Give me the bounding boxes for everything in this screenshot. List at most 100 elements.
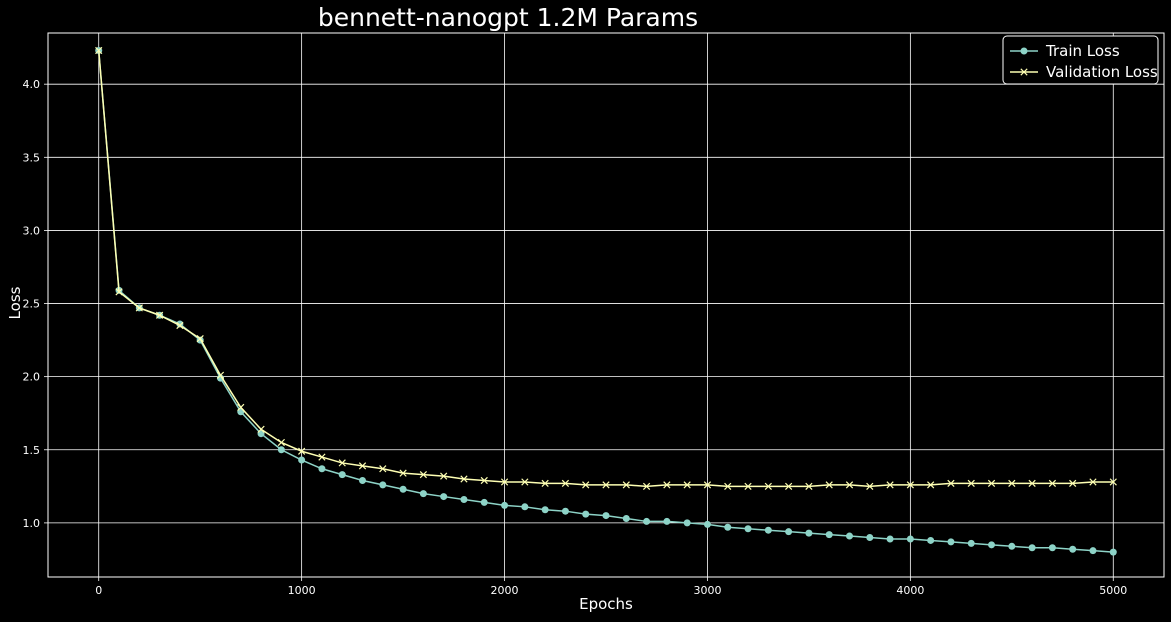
data-point (440, 472, 448, 480)
data-point (683, 481, 691, 489)
legend-train-marker (1020, 47, 1028, 55)
data-point (845, 481, 854, 489)
y-tick-label: 3.5 (23, 151, 41, 164)
data-point (338, 471, 346, 479)
data-point (784, 482, 793, 490)
data-point (724, 482, 732, 490)
data-point (622, 481, 630, 489)
data-point (967, 539, 975, 547)
data-point (135, 304, 143, 312)
data-point (1048, 544, 1056, 552)
x-tick-label: 4000 (896, 584, 924, 597)
data-point (541, 479, 549, 488)
data-point (1069, 545, 1077, 553)
series (95, 46, 1117, 556)
data-point (480, 498, 488, 506)
data-point (866, 482, 874, 490)
data-point (744, 525, 752, 533)
data-point (440, 493, 448, 501)
data-point (521, 503, 529, 511)
data-point (176, 321, 184, 330)
data-point (582, 510, 590, 518)
data-point (480, 476, 488, 485)
data-point (277, 446, 285, 454)
y-tick-label: 4.0 (23, 78, 41, 91)
data-point (257, 430, 265, 438)
data-point (318, 453, 326, 461)
data-point (115, 288, 123, 296)
data-point (947, 479, 955, 488)
data-point (419, 471, 428, 479)
legend-box (1002, 35, 1159, 85)
y-tick-label: 1.5 (23, 444, 41, 457)
legend: Train Loss Validation Loss (1002, 35, 1159, 85)
data-point (541, 506, 549, 514)
data-point (561, 507, 569, 515)
data-point (602, 481, 610, 489)
data-point (379, 465, 387, 473)
data-point (927, 536, 935, 544)
y-tick-label: 3.0 (23, 224, 41, 237)
data-point (724, 523, 732, 531)
data-point (663, 517, 671, 525)
data-point (825, 531, 833, 539)
data-point (1109, 478, 1117, 486)
data-point (298, 456, 306, 464)
data-point (805, 529, 813, 537)
legend-train-label: Train Loss (1045, 42, 1120, 60)
data-point (906, 535, 914, 543)
data-point (988, 541, 996, 549)
y-tick-label: 2.5 (23, 298, 41, 311)
data-point (379, 481, 387, 489)
legend-validation-marker (1020, 68, 1028, 76)
data-point (906, 481, 914, 489)
data-point (947, 538, 955, 546)
data-point (1008, 479, 1016, 488)
data-point (95, 46, 103, 55)
data-point (785, 528, 793, 536)
legend-validation-label: Validation Loss (1046, 63, 1158, 81)
plot-frame (47, 32, 1165, 578)
data-point (155, 311, 164, 319)
data-point (237, 403, 245, 411)
data-point (927, 481, 935, 489)
y-tick-label: 1.0 (23, 517, 41, 530)
data-point (216, 371, 225, 379)
data-point (1089, 478, 1097, 486)
data-point (643, 517, 651, 525)
data-point (886, 481, 894, 489)
data-point (764, 526, 772, 534)
data-point (1089, 547, 1097, 555)
data-point (703, 481, 712, 489)
data-point (460, 495, 468, 503)
x-tick-label: 3000 (693, 584, 721, 597)
data-point (703, 520, 711, 528)
x-tick-label: 1000 (288, 584, 316, 597)
data-point (825, 481, 833, 489)
data-point (399, 469, 407, 477)
data-point (683, 519, 691, 527)
y-tick-label: 2.0 (23, 371, 41, 384)
data-point (500, 478, 509, 486)
data-point (419, 490, 427, 498)
x-tick-label: 2000 (491, 584, 519, 597)
x-axis-ticks: 0 1000 2000 3000 4000 5000 (95, 577, 1127, 597)
data-point (298, 447, 306, 455)
data-point (866, 534, 874, 542)
data-point (460, 475, 468, 483)
data-point (338, 459, 346, 467)
x-axis-label: Epochs (579, 595, 633, 613)
data-point (359, 476, 367, 484)
y-axis-ticks: 1.0 1.5 2.0 2.5 3.0 3.5 4.0 (23, 78, 48, 530)
data-point (257, 425, 265, 433)
data-point (521, 478, 529, 486)
data-point (1048, 479, 1057, 488)
data-point (501, 501, 509, 509)
series-validation-loss (95, 46, 1117, 490)
data-point (1028, 479, 1036, 488)
data-point (318, 465, 326, 473)
data-point (967, 479, 975, 488)
grid (48, 33, 1164, 577)
